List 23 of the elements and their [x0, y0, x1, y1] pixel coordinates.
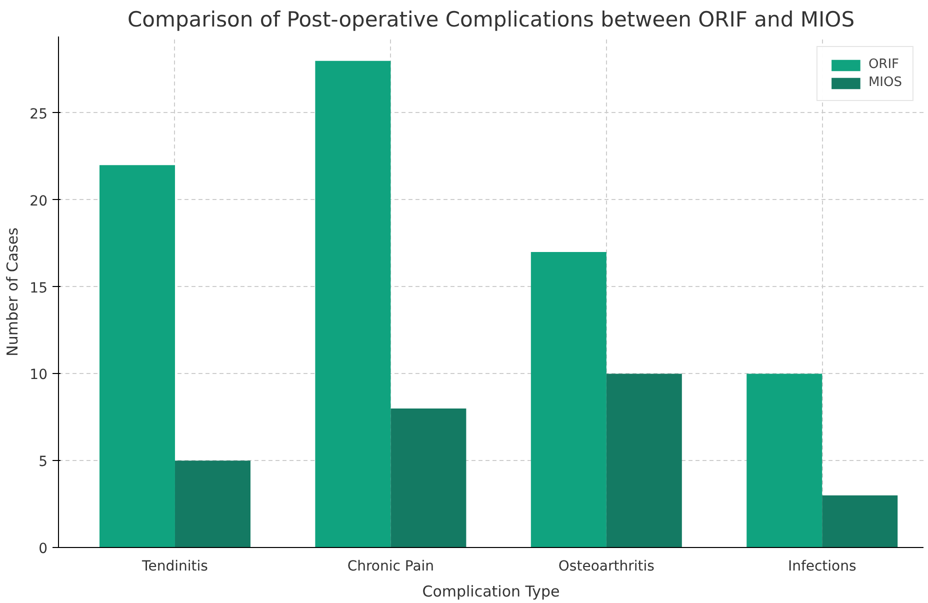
legend-label: MIOS — [868, 75, 902, 90]
y-tick-label: 15 — [30, 280, 48, 296]
x-tick-label: Tendinitis — [141, 558, 208, 574]
bar — [390, 408, 466, 548]
x-tick-label: Osteoarthritis — [558, 558, 654, 574]
chart-title: Comparison of Post-operative Complications between ORIF and MIOS — [127, 8, 855, 32]
bar — [530, 252, 606, 548]
bar — [174, 460, 250, 548]
bar — [99, 165, 175, 548]
y-tick-label: 20 — [30, 193, 48, 210]
x-tick-label: Chronic Pain — [347, 558, 434, 574]
bar — [315, 60, 391, 548]
legend-label: ORIF — [868, 57, 900, 72]
y-tick-label: 0 — [38, 541, 48, 557]
y-tick-label: 25 — [30, 106, 48, 122]
y-axis-title: Number of Cases — [4, 227, 22, 356]
bar — [822, 495, 898, 548]
bar — [606, 374, 682, 548]
x-tick-label: Infections — [788, 558, 856, 574]
y-tick-label: 5 — [38, 454, 48, 470]
bar — [746, 374, 822, 548]
y-tick-label: 10 — [30, 367, 48, 384]
x-axis-title: Complication Type — [422, 582, 560, 600]
